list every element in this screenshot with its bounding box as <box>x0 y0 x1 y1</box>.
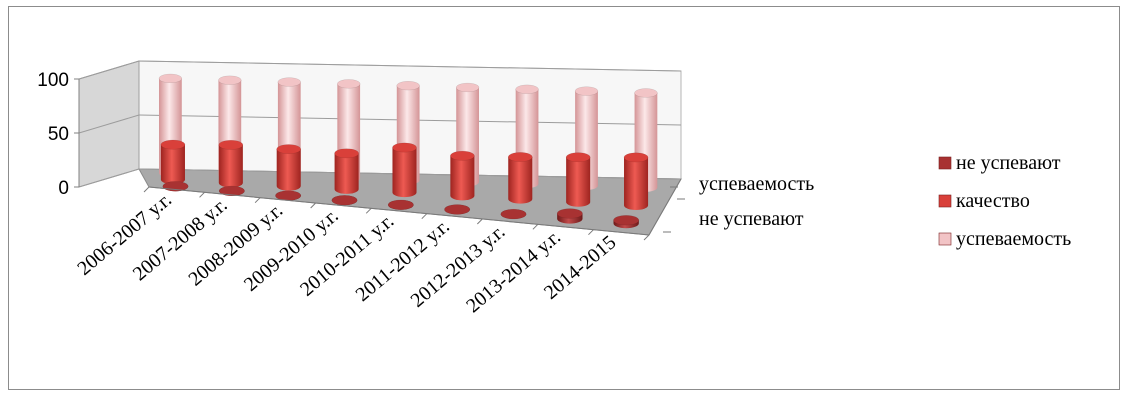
legend-item: качество <box>938 190 1030 212</box>
bar-cylinder <box>218 139 244 188</box>
bar-top <box>392 142 417 153</box>
bar-cylinder <box>275 190 302 201</box>
bar-top <box>396 81 420 91</box>
bar-cylinder <box>613 215 640 229</box>
bar-top <box>160 139 186 150</box>
bar-top <box>218 75 242 85</box>
legend-swatch <box>938 232 952 246</box>
legend-item: не успевают <box>938 152 1061 174</box>
y-tick-label: 0 <box>58 178 69 199</box>
y-axis: 0 50 100 <box>37 70 80 199</box>
bar-top <box>444 204 471 215</box>
bar-top <box>275 190 302 201</box>
bar-body <box>218 144 243 188</box>
bar-top <box>277 77 301 87</box>
bar-cylinder <box>276 144 301 191</box>
bar-cylinder <box>387 199 414 210</box>
legend-item: успеваемость <box>938 228 1071 250</box>
chart-frame: 0 50 100 2006-2007 у.г. 2007-2008 у.г. 2008-… <box>8 6 1120 390</box>
bar-top <box>218 185 245 197</box>
depth-tick-label: не успевают <box>699 208 804 230</box>
bar-top <box>158 73 183 84</box>
y-tick-label: 100 <box>37 70 69 91</box>
bar-top <box>337 79 361 89</box>
bar-top <box>556 208 583 219</box>
bar-top <box>331 195 358 206</box>
bar-top <box>574 86 599 96</box>
bar-top <box>218 139 244 150</box>
bar-top <box>515 84 539 94</box>
bar-top <box>334 148 359 159</box>
legend-label: качество <box>956 190 1030 212</box>
bar-top <box>565 152 591 163</box>
bar-cylinder <box>500 208 527 220</box>
bar-body <box>160 144 185 185</box>
bars <box>148 73 658 236</box>
bar-cylinder <box>444 204 471 215</box>
bar-cylinder <box>623 152 649 211</box>
x-axis-line <box>148 186 650 236</box>
gridline-side <box>78 60 140 80</box>
bar-top <box>455 82 480 93</box>
gridline-back <box>138 60 682 72</box>
bar-body <box>276 149 301 191</box>
bar-top <box>276 144 301 154</box>
bar-body <box>566 157 591 207</box>
bar-body <box>508 156 533 204</box>
bar-top <box>623 152 649 163</box>
bar-body <box>392 147 417 198</box>
bar-cylinder <box>450 150 475 201</box>
bar-cylinder <box>331 195 358 206</box>
legend-label: успеваемость <box>956 228 1071 250</box>
bar-cylinder <box>556 208 583 224</box>
legend-label: не успевают <box>956 152 1061 174</box>
bar-cylinder <box>508 152 533 204</box>
bar-top <box>634 88 658 98</box>
bar-body <box>450 155 475 201</box>
bar-top <box>508 152 533 162</box>
legend: не успевают качество успеваемость <box>938 152 1071 250</box>
bar-body <box>624 157 649 211</box>
bar-top <box>387 199 414 210</box>
y-tick-label: 50 <box>48 124 69 145</box>
bar-top <box>500 208 527 220</box>
gridline-side <box>78 114 140 134</box>
bar-body <box>334 153 359 194</box>
bar-top <box>613 215 640 226</box>
bar-cylinder <box>160 139 186 185</box>
legend-swatch <box>938 194 952 208</box>
depth-axis: успеваемость не успевают <box>648 173 814 236</box>
depth-tick-label: успеваемость <box>699 173 814 195</box>
bar-cylinder <box>334 148 359 194</box>
gridline-side <box>78 168 140 188</box>
bar-top <box>450 150 475 161</box>
legend-swatch <box>938 156 952 170</box>
bar-cylinder <box>565 152 591 207</box>
bar-cylinder <box>392 142 417 198</box>
bar-cylinder <box>218 185 245 197</box>
